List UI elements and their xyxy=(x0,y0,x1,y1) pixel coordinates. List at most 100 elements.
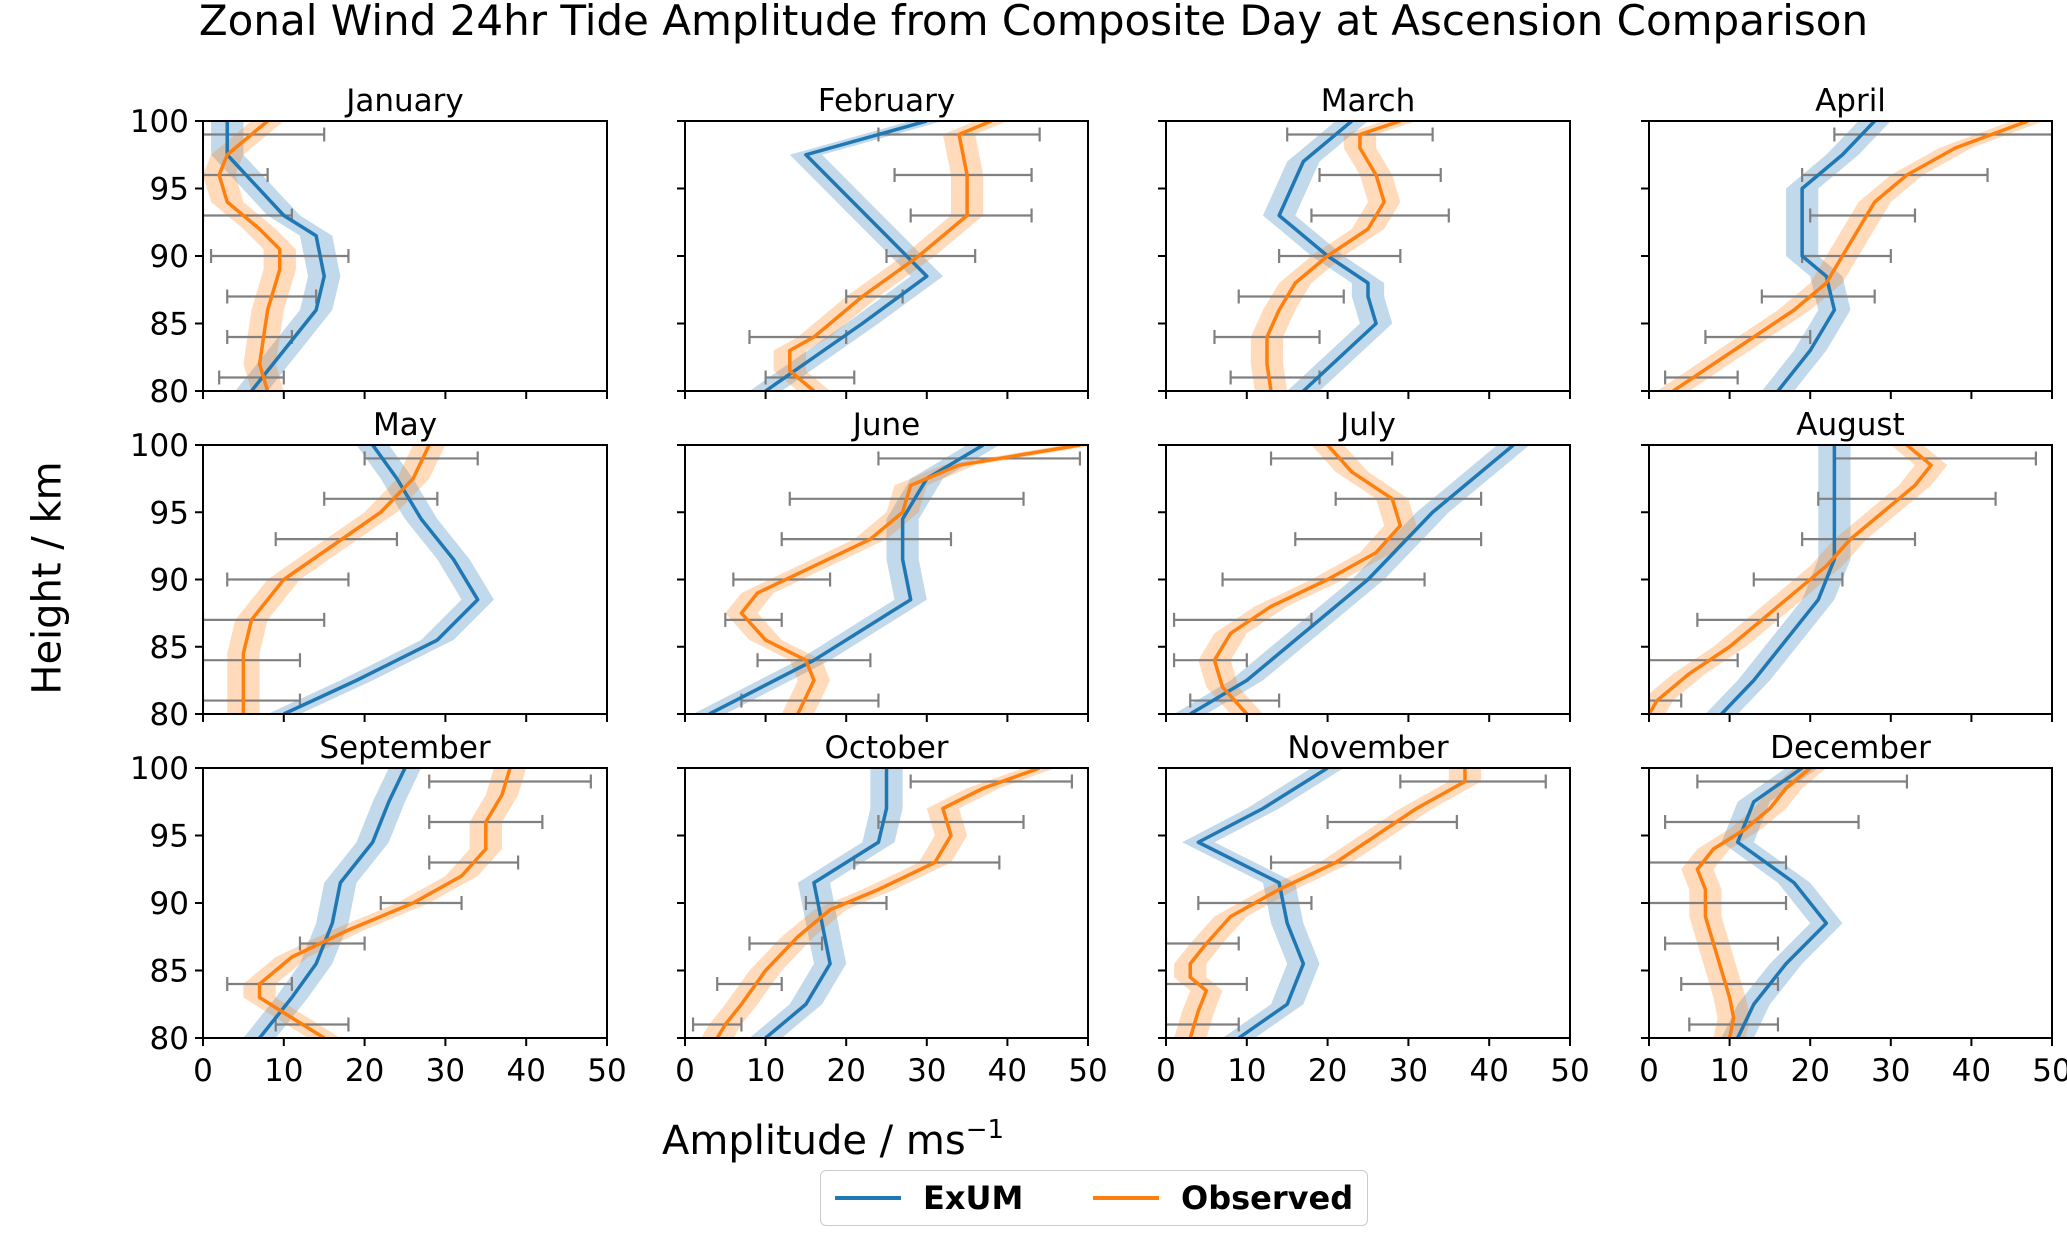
observed-line xyxy=(241,445,431,714)
panel-plot-area xyxy=(1649,445,2037,714)
observed-error-bar xyxy=(885,249,977,263)
panel-title: March xyxy=(1321,83,1416,119)
panel-plot-area xyxy=(1657,121,2052,391)
observed-error-bar xyxy=(1696,774,1909,789)
panel-june: June xyxy=(677,407,1089,722)
y-tick-label: 100 xyxy=(130,751,189,787)
observed-error-bar xyxy=(691,1017,743,1032)
observed-error-bar xyxy=(218,370,285,385)
panel-october: 0 10 20 30 40 50 October xyxy=(675,730,1108,1089)
panel-plot-area xyxy=(693,445,1088,714)
panel-title: November xyxy=(1287,730,1449,766)
observed-error-bar xyxy=(1310,208,1450,223)
exum-line xyxy=(1776,121,1876,391)
panel-plot-area xyxy=(1172,445,1530,714)
x-tick-label: 0 xyxy=(1639,1053,1659,1089)
exum-line xyxy=(283,445,480,714)
x-tick-label: 50 xyxy=(587,1053,626,1089)
panel-title: October xyxy=(824,730,948,766)
observed-error-bar xyxy=(203,653,302,668)
exum-line xyxy=(1196,768,1329,1038)
observed-error-bar xyxy=(724,612,783,627)
x-tick-label: 30 xyxy=(1389,1053,1428,1089)
observed-error-bar xyxy=(1326,815,1458,829)
observed-error-bar xyxy=(1166,936,1240,951)
observed-error-bar xyxy=(203,612,326,627)
observed-line xyxy=(217,121,282,391)
observed-error-bar xyxy=(428,774,592,789)
observed-error-bar xyxy=(1664,815,1860,829)
panel-title: April xyxy=(1815,83,1886,119)
observed-error-bar xyxy=(1833,127,2052,142)
observed-error-bar xyxy=(298,936,366,951)
panel-february: February xyxy=(677,83,1089,399)
observed-uncertainty-band xyxy=(1681,768,1827,1038)
x-tick-label: 50 xyxy=(2032,1053,2067,1089)
panel-title: June xyxy=(851,407,921,443)
x-tick-label: 10 xyxy=(1710,1053,1749,1089)
observed-error-bar xyxy=(379,896,463,910)
x-tick-label: 40 xyxy=(988,1053,1027,1089)
panel-title: May xyxy=(373,407,437,443)
panel-title: August xyxy=(1796,407,1905,443)
panel-december: 0 10 20 30 40 50 December xyxy=(1639,730,2067,1089)
observed-uncertainty-band xyxy=(243,768,527,1038)
y-tick-label: 80 xyxy=(150,697,189,733)
observed-error-bar xyxy=(1172,653,1248,668)
x-tick-label: 30 xyxy=(907,1053,946,1089)
exum-line xyxy=(764,121,929,391)
y-tick-label: 80 xyxy=(150,374,189,410)
observed-error-bar xyxy=(1166,977,1248,991)
x-tick-label: 50 xyxy=(1550,1053,1589,1089)
observed-error-bar xyxy=(1649,693,1683,708)
observed-line xyxy=(1672,121,2029,391)
observed-error-bar xyxy=(909,774,1073,789)
exum-line xyxy=(1189,445,1515,714)
y-tick-label: 85 xyxy=(150,307,189,343)
observed-error-bar xyxy=(909,208,1033,223)
x-tick-label: 20 xyxy=(1790,1053,1829,1089)
x-tick-label: 20 xyxy=(345,1053,384,1089)
panel-august: August xyxy=(1641,407,2053,722)
observed-uncertainty-band xyxy=(1198,445,1417,714)
observed-error-bar xyxy=(1801,532,1917,547)
observed-error-bar xyxy=(1704,330,1812,344)
panel-may: 80 85 90 95 100 May xyxy=(130,407,608,733)
observed-uncertainty-band xyxy=(1174,768,1482,1038)
observed-error-bar xyxy=(893,168,1033,182)
observed-line xyxy=(1695,768,1812,1038)
panel-april: April xyxy=(1641,83,2053,399)
observed-error-bar xyxy=(1166,1017,1240,1032)
y-tick-label: 90 xyxy=(150,239,189,275)
legend-swatch-exum xyxy=(835,1196,901,1200)
y-tick-label: 80 xyxy=(150,1021,189,1057)
panel-title: December xyxy=(1770,730,1931,766)
legend-swatch-observed xyxy=(1093,1196,1159,1200)
legend-label-exum: ExUM xyxy=(923,1179,1024,1217)
legend-label-observed: Observed xyxy=(1181,1179,1354,1217)
observed-error-bar xyxy=(1269,451,1394,466)
x-tick-label: 20 xyxy=(1308,1053,1347,1089)
exum-uncertainty-band xyxy=(211,121,341,391)
observed-error-bar xyxy=(1649,896,1788,910)
panel-september: 80 85 90 95 100 0 10 20 30 40 50 September xyxy=(130,730,627,1089)
observed-error-bar xyxy=(1334,491,1483,506)
panel-plot-area xyxy=(203,121,350,391)
panel-plot-area xyxy=(1649,768,1909,1038)
observed-error-bar xyxy=(1817,491,1997,506)
panel-january: 80 85 90 95 100 January xyxy=(130,83,608,410)
exum-uncertainty-band xyxy=(267,445,494,714)
y-tick-label: 90 xyxy=(150,886,189,922)
x-tick-label: 40 xyxy=(506,1053,545,1089)
exum-uncertainty-band xyxy=(1761,121,1891,391)
observed-line xyxy=(788,121,992,391)
y-tick-label: 85 xyxy=(150,954,189,990)
observed-error-bar xyxy=(764,370,856,385)
figure-title: Zonal Wind 24hr Tide Amplitude from Comp… xyxy=(198,0,1869,45)
observed-error-bar xyxy=(1237,289,1345,304)
x-tick-label: 30 xyxy=(1871,1053,1910,1089)
observed-line xyxy=(715,768,1041,1038)
observed-error-bar xyxy=(274,532,399,547)
observed-uncertainty-band xyxy=(203,121,296,391)
panel-title: January xyxy=(344,83,464,119)
